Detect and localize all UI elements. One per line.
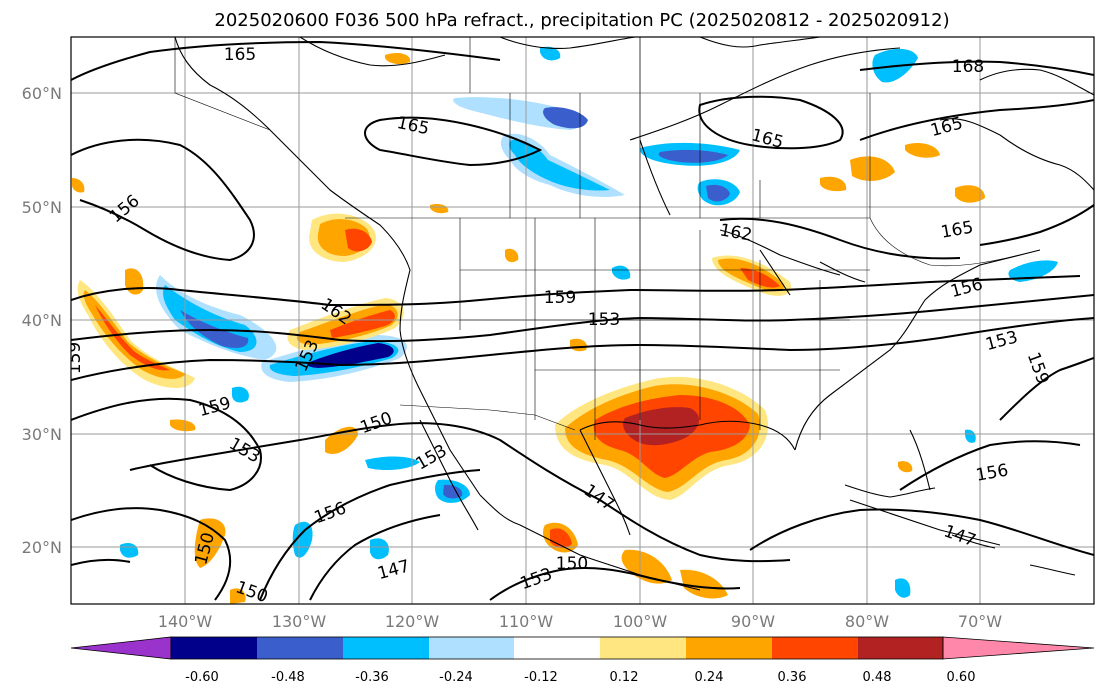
colorbar-segment: [858, 637, 943, 659]
contour-label: 159: [65, 342, 85, 374]
colorbar-tick: -0.24: [439, 670, 473, 685]
longitude-labels: 140°W 130°W 120°W 110°W 100°W 90°W 80°W …: [158, 612, 1002, 631]
contour-label: 159: [544, 288, 576, 308]
contour-label: 150: [556, 554, 588, 574]
lon-label: 140°W: [158, 612, 213, 631]
map-frame: [70, 36, 1095, 605]
latitude-labels: 60°N 50°N 40°N 30°N 20°N: [22, 84, 62, 557]
refractivity-contours: [71, 40, 1094, 601]
colorbar-tick: 0.36: [778, 670, 807, 685]
colorbar-segment: [772, 637, 858, 659]
lon-label: 110°W: [499, 612, 554, 631]
lon-label: 90°W: [731, 612, 775, 631]
colorbar-outline: [170, 636, 944, 660]
colorbar-tick: 0.48: [863, 670, 892, 685]
colorbar-tick: -0.48: [271, 670, 305, 685]
lat-label: 20°N: [22, 538, 62, 557]
lon-label: 70°W: [958, 612, 1002, 631]
map-title: 2025020600 F036 500 hPa refract., precip…: [214, 10, 949, 31]
colorbar-segment: [429, 637, 514, 659]
borders: [174, 37, 1021, 440]
contour-label: 168: [952, 57, 984, 77]
colorbar-tick: -0.36: [355, 670, 389, 685]
map-content: 165 165 165 165 168 165 162 156 162 159 …: [65, 37, 1094, 604]
colorbar-tick-labels: -0.60 -0.48 -0.36 -0.24 -0.12 0.12 0.24 …: [185, 670, 975, 685]
contour-labels: 165 165 165 165 168 165 162 156 162 159 …: [65, 45, 1053, 604]
contour-label: 153: [588, 310, 620, 330]
lat-label: 40°N: [22, 311, 62, 330]
colorbar-extend-min: [70, 636, 172, 660]
colorbar-tick: 0.24: [695, 670, 724, 685]
colorbar-tick: -0.12: [524, 670, 558, 685]
colorbar-segment: [686, 637, 772, 659]
lon-label: 120°W: [385, 612, 440, 631]
lon-label: 100°W: [613, 612, 668, 631]
positive-anomaly-shading: [72, 52, 985, 604]
colorbar: -0.60 -0.48 -0.36 -0.24 -0.12 0.12 0.24 …: [70, 636, 1095, 685]
colorbar-tick: -0.60: [185, 670, 219, 685]
colorbar-segment: [171, 637, 257, 659]
lon-label: 130°W: [272, 612, 327, 631]
lat-label: 50°N: [22, 198, 62, 217]
lon-label: 80°W: [845, 612, 889, 631]
colorbar-segment: [600, 637, 686, 659]
contour-label: 165: [224, 45, 256, 65]
colorbar-segment: [257, 637, 343, 659]
graticule: [71, 37, 1094, 604]
colorbar-segment: [514, 637, 600, 659]
lat-label: 30°N: [22, 425, 62, 444]
colorbar-extend-max: [942, 636, 1095, 660]
colorbar-tick: 0.12: [610, 670, 639, 685]
lat-label: 60°N: [22, 84, 62, 103]
colorbar-tick: 0.60: [947, 670, 976, 685]
colorbar-segment: [343, 637, 429, 659]
